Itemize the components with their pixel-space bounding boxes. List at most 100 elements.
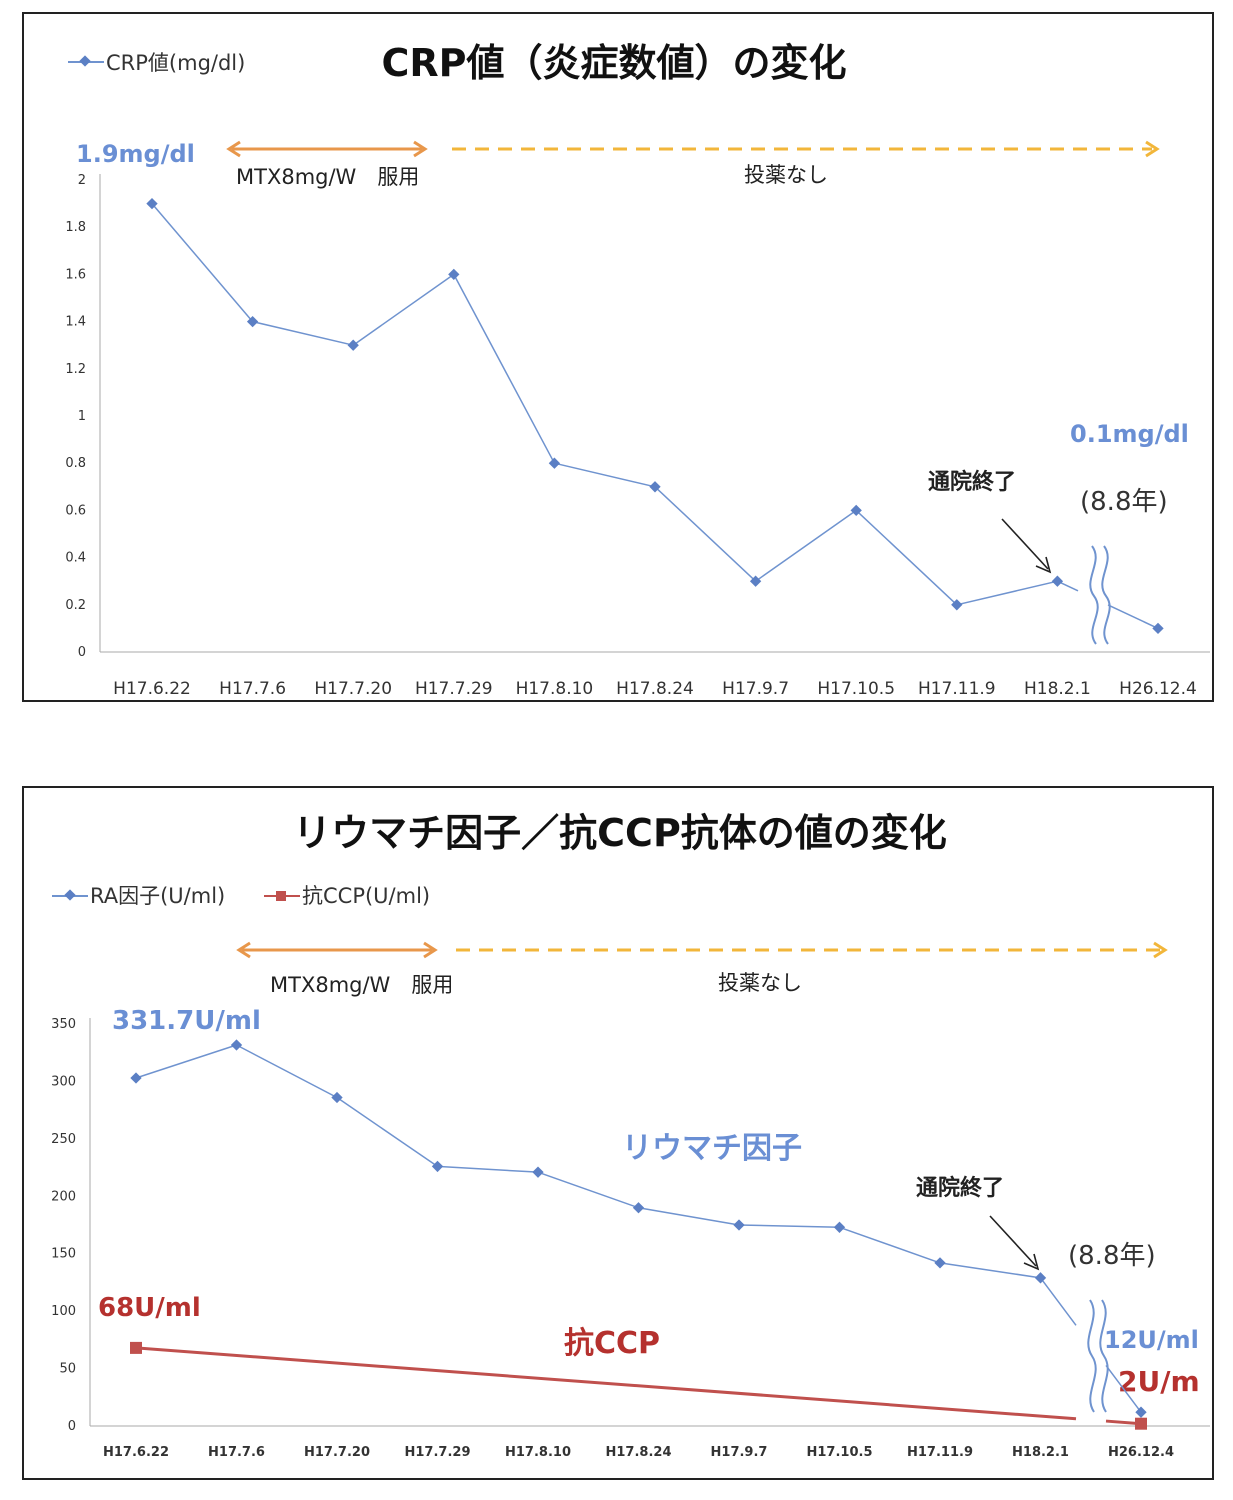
x-tick-label: H17.11.9: [907, 1445, 973, 1460]
data-point-marker: [1051, 575, 1064, 587]
x-tick-label: H17.9.7: [722, 679, 789, 699]
x-tick-label: H26.12.4: [1119, 679, 1197, 699]
x-tick-label: H18.2.1: [1024, 679, 1091, 699]
x-tick-label: H17.8.24: [616, 679, 694, 699]
data-point-marker: [448, 268, 460, 281]
mtx-period-arrow: [226, 140, 428, 158]
crp-chart: CRP値(mg/dl) CRP値（炎症数値）の変化 MTX8mg/W 服用 投薬…: [65, 41, 1210, 699]
series-line-segment: [839, 1226, 941, 1264]
years-label-2: (8.8年): [1068, 1241, 1156, 1271]
data-point-marker: [548, 457, 561, 469]
series-line-segment: [537, 1171, 639, 1209]
mtx-label: MTX8mg/W 服用: [236, 165, 419, 189]
x-tick-label: H17.8.10: [516, 679, 594, 699]
data-point-marker: [130, 1072, 142, 1084]
series-line-segment: [135, 1346, 1077, 1421]
data-point-marker: [649, 481, 661, 493]
years-label: (8.8年): [1080, 487, 1168, 517]
y-tick-label: 350: [51, 1017, 76, 1032]
ra-ccp-chart-panel: リウマチ因子／抗CCP抗体の値の変化 RA因子(U/ml) 抗CCP(U/ml)…: [22, 786, 1214, 1480]
y-tick-label: 50: [59, 1362, 76, 1377]
y-tick-label: 0: [78, 645, 86, 660]
series-line-segment: [437, 1165, 539, 1173]
data-point-marker: [1135, 1417, 1147, 1430]
data-point-marker: [1034, 1272, 1047, 1284]
x-tick-label: H17.7.29: [405, 1445, 471, 1460]
x-tick-label: H17.9.7: [711, 1445, 768, 1460]
series-line-segment: [939, 1262, 1041, 1279]
ra-legend-label: RA因子(U/ml): [90, 884, 225, 908]
ra-ccp-chart-title: リウマチ因子／抗CCP抗体の値の変化: [293, 811, 947, 855]
data-point-marker: [331, 1091, 343, 1104]
data-point-marker: [130, 1341, 142, 1354]
no-medication-arrow-2: [456, 941, 1168, 959]
data-point-marker: [833, 1221, 846, 1233]
data-point-marker: [532, 1166, 544, 1178]
ra-end-label: 12U/ml: [1104, 1326, 1199, 1354]
crp-end-value-label: 0.1mg/dl: [1070, 420, 1189, 448]
data-point-marker: [230, 1039, 243, 1051]
x-tick-label: H17.7.29: [415, 679, 493, 699]
x-tick-label: H17.6.22: [113, 679, 191, 699]
crp-legend-label: CRP値(mg/dl): [106, 51, 245, 75]
axis-break-mark: [1089, 545, 1111, 645]
ra-ccp-chart: リウマチ因子／抗CCP抗体の値の変化 RA因子(U/ml) 抗CCP(U/ml)…: [51, 811, 1210, 1460]
data-point-marker: [733, 1219, 745, 1231]
y-tick-label: 0.2: [65, 598, 86, 613]
data-point-marker: [1152, 622, 1164, 635]
data-point-marker: [347, 339, 359, 351]
ra-ccp-plot-area: 0 50 100 150 200 250 300 350 H17.6.22 H17.7.6 H17.…: [51, 1017, 1210, 1460]
y-tick-label: 2: [78, 173, 86, 188]
x-tick-label: H17.7.6: [208, 1445, 265, 1460]
data-point-marker: [632, 1202, 645, 1214]
ccp-legend-marker: [276, 891, 286, 901]
series-line-segment: [1105, 1364, 1142, 1413]
crp-plot-area: 0 0.2 0.4 0.6 0.8 1 1.2 1.4 1.6 1.8 2 H17.6.22 H17.7…: [65, 173, 1210, 699]
y-tick-label: 1.6: [65, 267, 86, 282]
series-line-segment: [453, 274, 556, 464]
y-tick-label: 300: [51, 1074, 76, 1089]
crp-chart-panel: CRP値(mg/dl) CRP値（炎症数値）の変化 MTX8mg/W 服用 投薬…: [22, 12, 1214, 702]
no-medication-arrow: [452, 140, 1160, 158]
ccp-series-label: 抗CCP: [564, 1326, 660, 1361]
y-tick-label: 1: [78, 409, 86, 424]
series-line-segment: [252, 320, 354, 346]
series-line-segment: [755, 509, 857, 582]
ra-ccp-legend: RA因子(U/ml) 抗CCP(U/ml): [52, 884, 430, 908]
ra-peak-label: 331.7U/ml: [112, 1006, 261, 1036]
discharge-label-2: 通院終了: [916, 1175, 1004, 1201]
data-point-marker: [951, 599, 963, 611]
y-tick-label: 1.4: [65, 315, 86, 330]
mtx-period-arrow-2: [236, 941, 438, 959]
x-tick-label: H17.7.20: [304, 1445, 370, 1460]
y-tick-label: 1.8: [65, 220, 86, 235]
data-point-marker: [431, 1160, 444, 1173]
ccp-legend-label: 抗CCP(U/ml): [302, 884, 430, 908]
data-point-marker: [749, 575, 762, 587]
series-line-segment: [554, 462, 656, 488]
discharge-label: 通院終了: [928, 469, 1016, 495]
data-point-marker: [850, 504, 862, 517]
x-tick-label: H17.10.5: [807, 1445, 873, 1460]
y-tick-label: 100: [51, 1304, 76, 1319]
mtx-label-2: MTX8mg/W 服用: [270, 973, 453, 997]
x-tick-label: H17.8.10: [505, 1445, 571, 1460]
x-tick-label: H26.12.4: [1108, 1445, 1174, 1460]
ccp-start-label: 68U/ml: [98, 1293, 201, 1323]
series-line-segment: [336, 1096, 438, 1168]
no-medication-label: 投薬なし: [744, 163, 828, 187]
crp-chart-title: CRP値（炎症数値）の変化: [381, 41, 846, 85]
series-line-segment: [1039, 1277, 1077, 1326]
data-point-marker: [246, 315, 259, 328]
no-medication-label-2: 投薬なし: [718, 971, 802, 995]
crp-legend: CRP値(mg/dl): [68, 51, 245, 75]
series-line-segment: [855, 509, 958, 606]
y-tick-label: 1.2: [65, 362, 86, 377]
y-tick-label: 150: [51, 1247, 76, 1262]
series-line-segment: [236, 1044, 338, 1099]
y-tick-label: 0.4: [65, 551, 86, 566]
data-point-marker: [934, 1257, 946, 1269]
data-point-marker: [1135, 1406, 1147, 1418]
series-line-segment: [352, 273, 455, 346]
x-tick-label: H17.11.9: [918, 679, 996, 699]
